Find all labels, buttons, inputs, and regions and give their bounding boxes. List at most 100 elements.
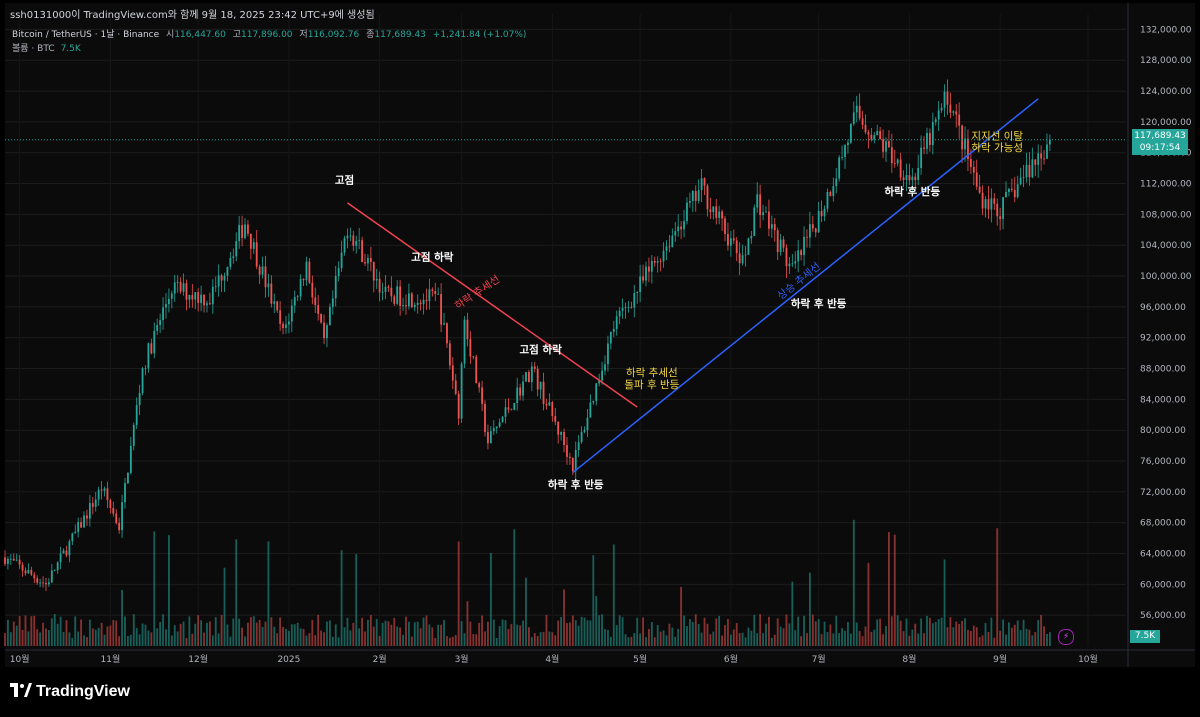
candle-body[interactable] — [402, 305, 404, 307]
candle-body[interactable] — [577, 442, 580, 450]
candle-body[interactable] — [1002, 197, 1004, 220]
candle-body[interactable] — [331, 298, 334, 307]
candle-body[interactable] — [194, 292, 197, 300]
candle-body[interactable] — [630, 307, 633, 308]
candle-body[interactable] — [1037, 153, 1040, 165]
candle-body[interactable] — [62, 550, 65, 554]
candle-body[interactable] — [290, 305, 293, 322]
candle-body[interactable] — [393, 296, 396, 304]
candle-body[interactable] — [1034, 159, 1037, 165]
candle-body[interactable] — [852, 112, 855, 124]
candle-body[interactable] — [343, 238, 346, 253]
candle-body[interactable] — [162, 307, 164, 321]
candle-body[interactable] — [337, 268, 340, 277]
candle-body[interactable] — [633, 293, 636, 308]
candle-body[interactable] — [56, 562, 59, 571]
candle-body[interactable] — [890, 147, 893, 164]
candle-body[interactable] — [211, 286, 214, 305]
candle-body[interactable] — [525, 372, 527, 382]
candle-body[interactable] — [1005, 192, 1007, 198]
candle-body[interactable] — [899, 159, 902, 178]
candle-body[interactable] — [475, 356, 478, 384]
candle-body[interactable] — [873, 135, 876, 140]
candle-body[interactable] — [308, 261, 311, 283]
candle-body[interactable] — [255, 242, 258, 267]
candle-body[interactable] — [270, 283, 273, 304]
candle-body[interactable] — [800, 250, 803, 256]
candle-body[interactable] — [188, 294, 191, 300]
candle-body[interactable] — [112, 508, 115, 514]
candle-body[interactable] — [311, 282, 314, 298]
candle-body[interactable] — [59, 553, 62, 563]
candle-body[interactable] — [756, 194, 759, 208]
candle-body[interactable] — [200, 294, 203, 303]
candle-body[interactable] — [296, 296, 299, 298]
candle-body[interactable] — [173, 282, 176, 294]
candle-body[interactable] — [223, 275, 226, 281]
candle-body[interactable] — [30, 569, 33, 575]
candle-body[interactable] — [770, 224, 773, 229]
candle-body[interactable] — [141, 368, 144, 393]
candle-body[interactable] — [1028, 164, 1031, 178]
candle-body[interactable] — [419, 302, 422, 305]
candle-body[interactable] — [568, 456, 571, 458]
candle-body[interactable] — [779, 239, 782, 252]
candle-body[interactable] — [425, 299, 428, 302]
candle-body[interactable] — [340, 252, 343, 269]
candle-body[interactable] — [399, 286, 402, 307]
candle-body[interactable] — [247, 224, 249, 234]
candle-body[interactable] — [405, 305, 407, 307]
candle-body[interactable] — [849, 123, 852, 143]
candle-body[interactable] — [571, 457, 574, 472]
candle-body[interactable] — [677, 226, 680, 232]
candle-body[interactable] — [74, 531, 77, 534]
candle-body[interactable] — [604, 364, 606, 371]
candle-body[interactable] — [715, 206, 718, 218]
candle-body[interactable] — [1019, 177, 1022, 185]
candle-body[interactable] — [621, 307, 624, 311]
candle-body[interactable] — [238, 225, 241, 242]
candle-body[interactable] — [645, 266, 647, 281]
candle-body[interactable] — [390, 287, 393, 297]
candle-body[interactable] — [50, 570, 53, 583]
candle-body[interactable] — [206, 303, 208, 306]
candle-body[interactable] — [106, 488, 109, 501]
candle-body[interactable] — [653, 260, 656, 263]
candle-body[interactable] — [88, 503, 91, 519]
trendline[interactable] — [572, 98, 1039, 474]
candle-body[interactable] — [609, 331, 612, 344]
candle-body[interactable] — [39, 582, 42, 584]
candle-body[interactable] — [595, 383, 598, 401]
candle-body[interactable] — [153, 330, 156, 354]
candle-body[interactable] — [410, 293, 413, 308]
candle-body[interactable] — [618, 310, 621, 317]
candle-body[interactable] — [448, 343, 451, 366]
candle-body[interactable] — [536, 368, 539, 390]
candle-body[interactable] — [372, 261, 375, 281]
candle-body[interactable] — [721, 211, 723, 219]
candle-body[interactable] — [601, 370, 603, 381]
candle-body[interactable] — [765, 211, 767, 213]
candle-body[interactable] — [694, 190, 697, 201]
candle-body[interactable] — [885, 141, 887, 152]
candle-body[interactable] — [156, 325, 159, 331]
candle-body[interactable] — [396, 286, 399, 304]
candle-body[interactable] — [876, 130, 879, 136]
candle-body[interactable] — [967, 138, 969, 160]
candle-body[interactable] — [650, 260, 653, 272]
candle-body[interactable] — [817, 211, 820, 233]
candle-body[interactable] — [167, 298, 170, 305]
candle-body[interactable] — [528, 372, 530, 383]
candle-body[interactable] — [346, 235, 349, 239]
candle-body[interactable] — [533, 366, 536, 369]
candle-body[interactable] — [446, 323, 448, 344]
candle-body[interactable] — [384, 286, 387, 292]
candle-body[interactable] — [753, 207, 756, 236]
candle-body[interactable] — [680, 226, 683, 230]
candle-body[interactable] — [530, 366, 533, 383]
candle-body[interactable] — [214, 286, 217, 288]
candle-body[interactable] — [220, 275, 223, 281]
candle-body[interactable] — [788, 263, 791, 267]
candle-body[interactable] — [109, 500, 112, 509]
tradingview-logo[interactable]: TradingView — [10, 683, 130, 701]
